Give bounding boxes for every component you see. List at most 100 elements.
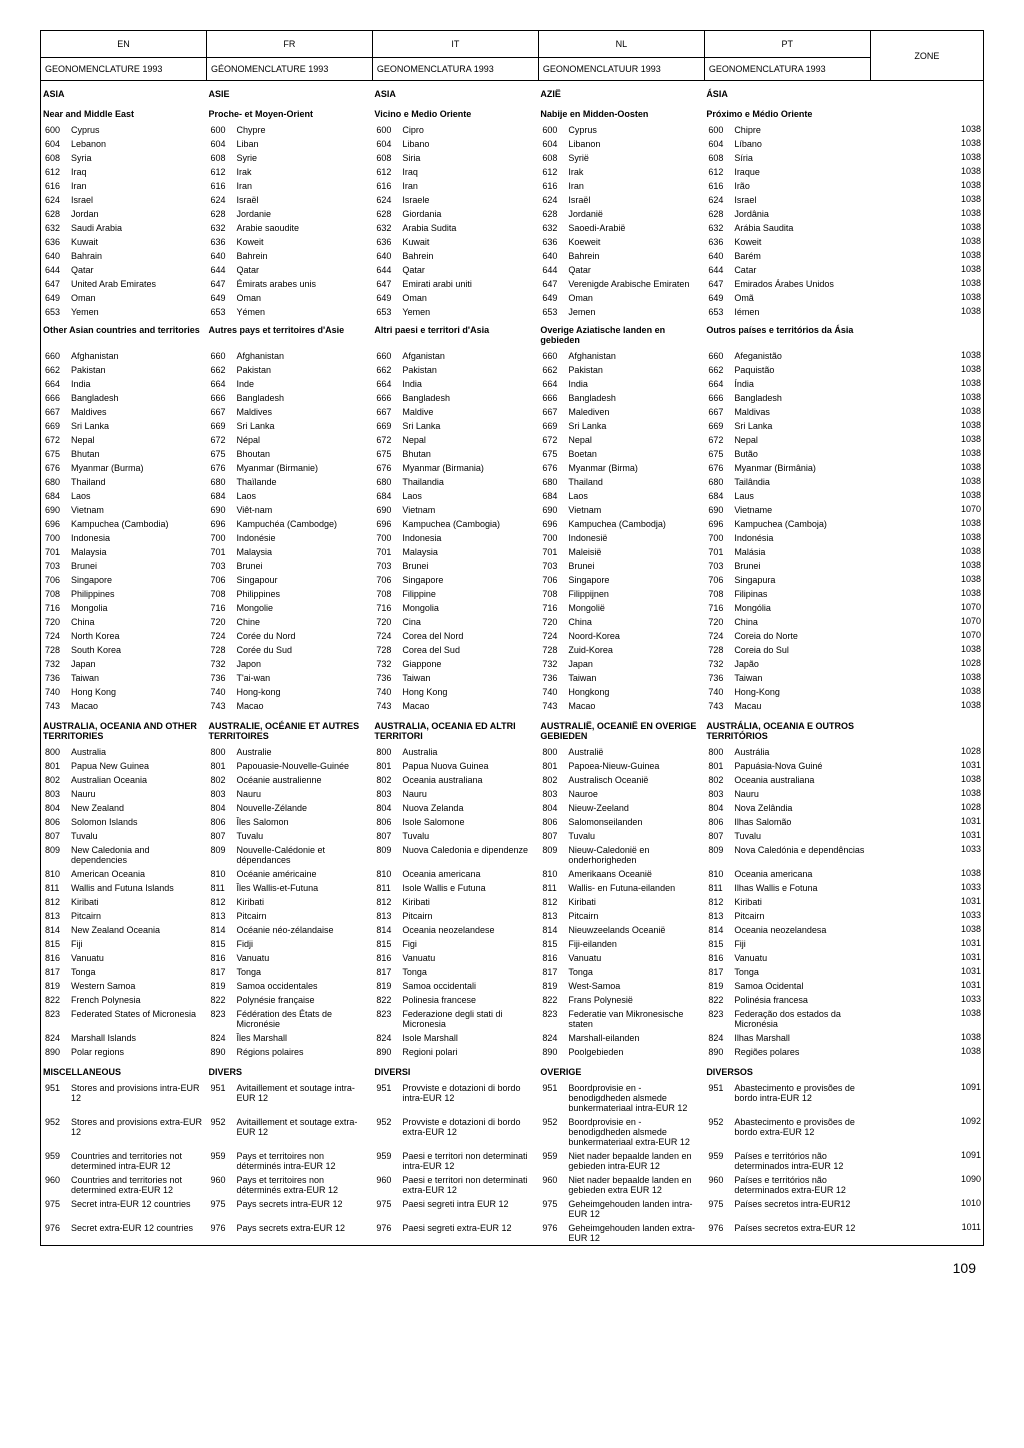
data-cell: 804Nuova Zelanda <box>372 801 538 815</box>
entry-name: India <box>69 378 204 390</box>
entry-name: Myanmar (Birmanie) <box>234 462 370 474</box>
data-cell: 952Avitaillement et soutage extra-EUR 12 <box>206 1115 372 1149</box>
entry-code: 822 <box>706 994 732 1006</box>
entry-name: Corea del Sud <box>400 644 536 656</box>
entry-name: Indonésie <box>234 532 370 544</box>
entry-name: Mongolia <box>69 602 204 614</box>
entry-code: 664 <box>706 378 732 390</box>
data-cell: 700Indonesia <box>372 531 538 545</box>
data-cell: 801Papouasie-Nouvelle-Guinée <box>206 759 372 773</box>
entry-name: Israel <box>69 194 204 206</box>
entry-name: Nieuw-Caledonië en onderhorigheden <box>566 844 702 866</box>
data-cell: 824Marshall Islands <box>41 1031 207 1045</box>
data-row: 959Countries and territories not determi… <box>41 1149 984 1173</box>
entry-code: 960 <box>43 1174 69 1196</box>
entry-code: 662 <box>706 364 732 376</box>
data-cell: 628Giordania <box>372 207 538 221</box>
data-cell: 612Irak <box>206 165 372 179</box>
entry-code: 816 <box>374 952 400 964</box>
entry-name: Syrie <box>234 152 370 164</box>
entry-name: Ilhas Marshall <box>732 1032 868 1044</box>
entry-name: Afganistan <box>400 350 536 362</box>
data-cell: 640Barém <box>704 249 870 263</box>
entry-name: Iran <box>69 180 204 192</box>
entry-code: 732 <box>43 658 69 670</box>
entry-name: Australia <box>400 746 536 758</box>
entry-name: Malaysia <box>400 546 536 558</box>
entry-code: 809 <box>43 844 69 866</box>
entry-code: 724 <box>374 630 400 642</box>
data-cell: 669Sri Lanka <box>41 419 207 433</box>
entry-code: 672 <box>540 434 566 446</box>
entry-name: Hong Kong <box>400 686 536 698</box>
data-cell: 815Fidji <box>206 937 372 951</box>
entry-code: 675 <box>374 448 400 460</box>
data-cell: 676Myanmar (Burma) <box>41 461 207 475</box>
entry-code: 676 <box>706 462 732 474</box>
entry-code: 708 <box>706 588 732 600</box>
entry-code: 649 <box>43 292 69 304</box>
data-cell: 708Philippines <box>41 587 207 601</box>
data-cell: 960Países e territórios não determinados… <box>704 1173 870 1197</box>
section-title: DIVERS <box>206 1059 372 1081</box>
entry-code: 823 <box>208 1008 234 1030</box>
data-cell: 720China <box>538 615 704 629</box>
data-cell: 819West-Samoa <box>538 979 704 993</box>
data-cell: 676Myanmar (Birmania) <box>372 461 538 475</box>
entry-code: 743 <box>208 700 234 712</box>
section-title: AZIË <box>538 81 704 104</box>
entry-code: 604 <box>374 138 400 150</box>
entry-code: 684 <box>43 490 69 502</box>
data-cell: 817Tonga <box>538 965 704 979</box>
entry-name: Vietnam <box>69 504 204 516</box>
data-row: 801Papua New Guinea801Papouasie-Nouvelle… <box>41 759 984 773</box>
data-cell: 959Niet nader bepaalde landen en gebiede… <box>538 1149 704 1173</box>
entry-name: Tonga <box>234 966 370 978</box>
data-row: 716Mongolia716Mongolie716Mongolia716Mong… <box>41 601 984 615</box>
entry-name: Qatar <box>566 264 702 276</box>
data-cell: 667Maldivas <box>704 405 870 419</box>
entry-code: 684 <box>540 490 566 502</box>
entry-name: Paesi e territori non determinati intra-… <box>400 1150 536 1172</box>
entry-name: Papoea-Nieuw-Guinea <box>566 760 702 772</box>
entry-name: Kiribati <box>400 896 536 908</box>
entry-code: 696 <box>208 518 234 530</box>
entry-code: 706 <box>374 574 400 586</box>
data-cell: 824Isole Marshall <box>372 1031 538 1045</box>
data-cell: 660Afeganistão <box>704 349 870 363</box>
entry-name: Tonga <box>400 966 536 978</box>
entry-code: 616 <box>208 180 234 192</box>
entry-name: Fiji-eilanden <box>566 938 702 950</box>
data-cell: 819Western Samoa <box>41 979 207 993</box>
entry-name: Kampuchéa (Cambodge) <box>234 518 370 530</box>
entry-name: Pakistan <box>400 364 536 376</box>
data-cell: 649Omã <box>704 291 870 305</box>
data-row: 632Saudi Arabia632Arabie saoudite632Arab… <box>41 221 984 235</box>
data-cell: 666Bangladesh <box>206 391 372 405</box>
entry-code: 800 <box>208 746 234 758</box>
entry-name: Pitcairn <box>732 910 868 922</box>
zone-cell: 1038 <box>870 123 983 137</box>
data-row: 696Kampuchea (Cambodia)696Kampuchéa (Cam… <box>41 517 984 531</box>
entry-code: 736 <box>374 672 400 684</box>
entry-code: 890 <box>706 1046 732 1058</box>
data-cell: 672Nepal <box>538 433 704 447</box>
entry-name: Chipre <box>732 124 868 136</box>
data-row: 732Japan732Japon732Giappone732Japan732Ja… <box>41 657 984 671</box>
entry-code: 706 <box>540 574 566 586</box>
entry-code: 636 <box>43 236 69 248</box>
data-row: 680Thailand680Thaïlande680Thailandia680T… <box>41 475 984 489</box>
entry-code: 802 <box>43 774 69 786</box>
entry-code: 975 <box>208 1198 234 1210</box>
entry-name: Federated States of Micronesia <box>69 1008 204 1020</box>
entry-code: 644 <box>540 264 566 276</box>
entry-name: Pakistan <box>234 364 370 376</box>
zone-cell: 1070 <box>870 615 983 629</box>
entry-name: Tuvalu <box>234 830 370 842</box>
data-cell: 801Papuásia-Nova Guiné <box>704 759 870 773</box>
entry-code: 700 <box>208 532 234 544</box>
data-cell: 647United Arab Emirates <box>41 277 207 291</box>
entry-name: Federação dos estados da Micronésia <box>732 1008 868 1030</box>
data-cell: 604Libanon <box>538 137 704 151</box>
data-cell: 822Frans Polynesië <box>538 993 704 1007</box>
